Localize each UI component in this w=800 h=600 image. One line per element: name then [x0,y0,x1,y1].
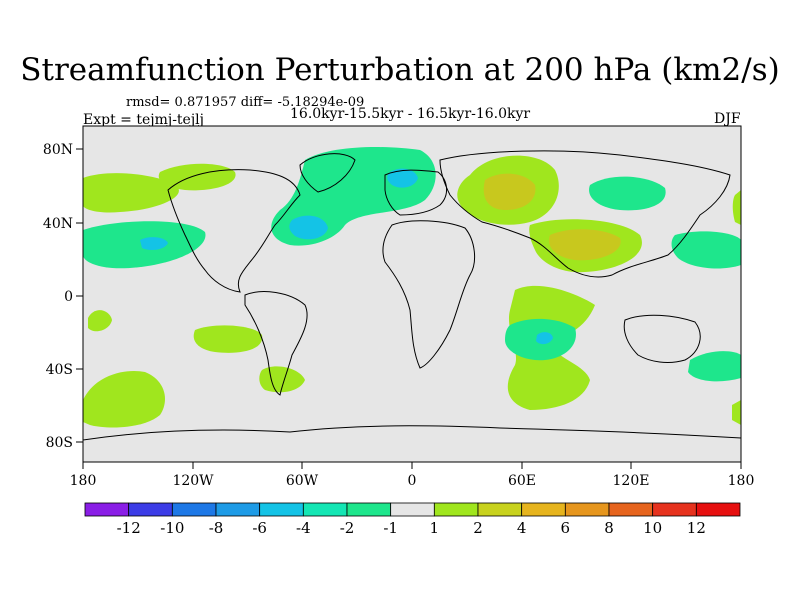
contour-neg2-atlantic [289,215,328,240]
colorbar-box-12 [608,502,654,517]
contour-pos-patagonia [259,366,305,393]
colorbar-box-14 [695,502,741,517]
colorbar-box-0 [84,502,130,517]
colorbar-label-4: -4 [296,519,311,537]
ticks [76,148,742,469]
contour-neg2-pacific [140,237,168,251]
colorbar-label-10: 6 [561,519,571,537]
colorbar-label-1: -10 [160,519,184,537]
lat-label-40s: 40S [46,362,73,378]
colorbar-box-4 [259,502,304,517]
coast-africa [382,220,476,369]
contour-pos-tropical-pacific [88,310,112,332]
lon-label-120w: 120W [172,473,214,489]
lon-label-60w: 60W [286,473,319,489]
lat-label-80s: 80S [46,435,73,451]
lat-label-40n: 40N [43,216,73,232]
colorbar-label-8: 2 [473,519,483,537]
lon-label-180w: 180 [70,473,97,489]
colorbar-labels: -12 -10 -8 -6 -4 -2 -1 1 2 4 6 8 10 12 [117,519,706,537]
contour-pos-nw-pacific [83,173,179,213]
colorbar-label-6: -1 [383,519,398,537]
colorbar-box-8 [433,502,479,517]
contour-neg-south-pacific [688,351,741,382]
contour-neg-west-pacific [671,231,741,269]
colorbar-label-13: 12 [687,519,706,537]
colorbar-label-12: 10 [643,519,662,537]
colorbar-box-11 [564,502,610,517]
colorbar-box-13 [652,502,697,517]
season-label: DJF [714,111,741,127]
coast-south-america [244,291,308,396]
plot-title: Streamfunction Perturbation at 200 hPa (… [20,52,780,88]
contour-neg2-scandinavia [387,168,418,188]
contour-neg-siberia [589,176,666,211]
coast-australia [623,314,701,363]
colorbar-label-5: -2 [340,519,355,537]
lon-label-120e: 120E [613,473,650,489]
colorbar-box-3 [215,502,261,517]
period-label: 16.0kyr-15.5kyr - 16.5kyr-16.0kyr [290,106,531,122]
colorbar-box-7 [390,502,435,517]
colorbar-box-1 [128,502,173,517]
colorbar-label-9: 4 [517,519,527,537]
contour-pos-se-pacific [193,325,263,353]
lon-label-180e: 180 [728,473,755,489]
colorbar-label-11: 8 [604,519,614,537]
coast-greenland [299,153,356,193]
lat-label-80n: 80N [43,142,73,158]
stats-label: rmsd= 0.871957 diff= -5.18294e-09 [126,95,365,110]
colorbar-box-2 [171,502,217,517]
contour-pos-east-pacific [732,190,741,225]
coastlines [83,150,741,441]
contour-pos-canada [158,163,236,191]
coast-europe [384,169,447,216]
experiment-label: Expt = tejmj-tejlj [83,112,205,128]
colorbar-label-3: -6 [252,519,267,537]
coast-north-america [167,169,301,293]
colorbar-label-2: -8 [209,519,224,537]
coast-asia [439,150,731,278]
lat-label-0: 0 [64,289,73,305]
lon-label-0: 0 [408,473,417,489]
colorbar-box-6 [346,502,392,517]
lon-label-60e: 60E [508,473,536,489]
contour-neg2-indian [536,332,553,345]
contour-pos-sw-indian [732,400,741,425]
colorbar-box-9 [477,502,523,517]
colorbar [84,502,741,517]
colorbar-box-10 [521,502,566,517]
contour-pos2-europe [483,173,536,210]
colorbar-label-7: 1 [430,519,440,537]
contour-pos-s-pacific [83,370,165,428]
colorbar-label-0: -12 [117,519,141,537]
coast-antarctica [83,425,741,441]
contour-fields [83,147,741,441]
colorbar-box-5 [302,502,348,517]
contour-pos2-tibet [548,229,621,261]
